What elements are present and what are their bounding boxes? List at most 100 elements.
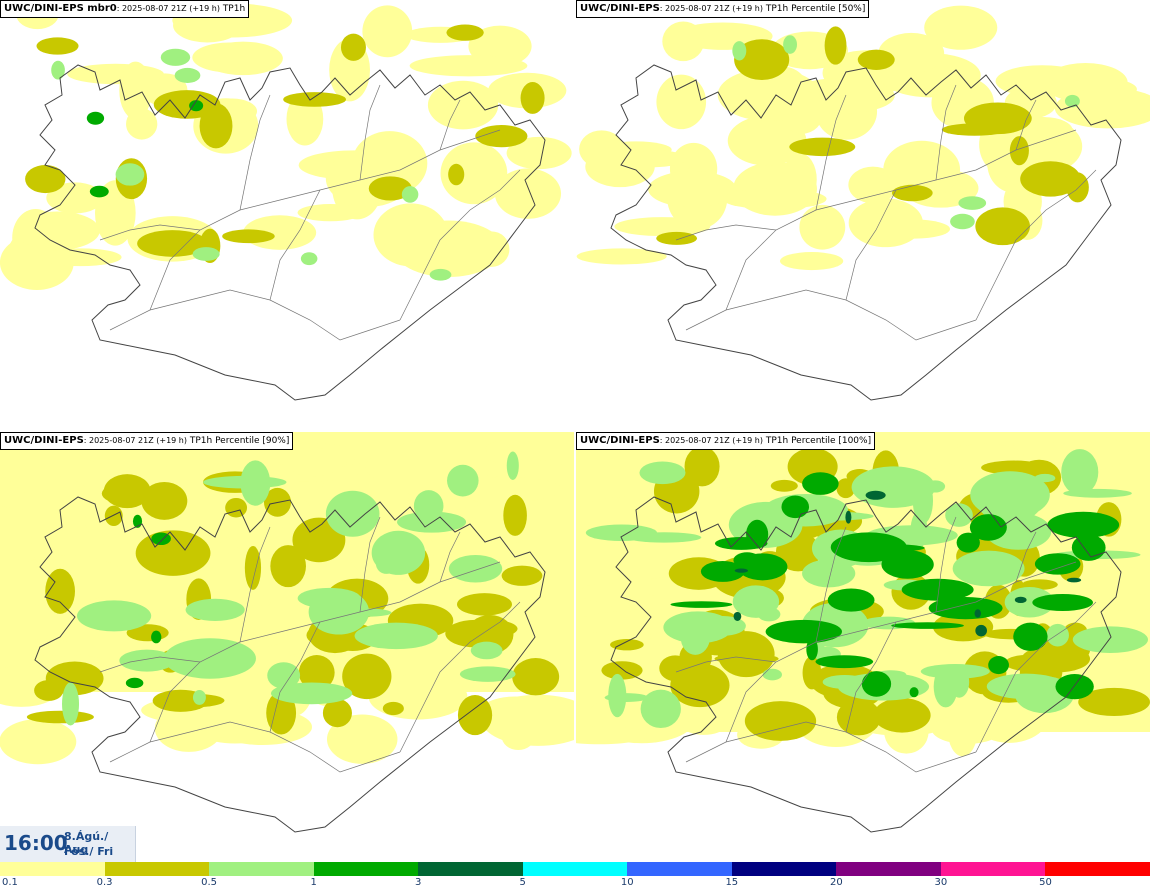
legend-label: 20 — [829, 877, 843, 888]
road-line — [815, 526, 847, 643]
precip-area — [1004, 587, 1055, 618]
precip-area — [662, 21, 705, 62]
precip-area — [627, 532, 702, 543]
legend-label: 30 — [934, 877, 948, 888]
precip-area — [308, 589, 370, 635]
road-line — [935, 516, 957, 613]
precip-map — [0, 0, 572, 401]
precip-area — [292, 517, 346, 563]
precip-area — [924, 5, 998, 50]
precip-area — [744, 701, 817, 741]
precip-area — [475, 124, 528, 148]
road-line — [1015, 99, 1037, 151]
precip-area — [115, 163, 145, 186]
precip-area — [974, 609, 981, 618]
valid-weekday: Fös./ Fri — [64, 845, 114, 858]
coastline — [34, 64, 546, 401]
map-panel-p100: UWC/DINI-EPS: 2025-08-07 21Z (+19 h) TP1… — [576, 432, 1150, 862]
legend-swatch — [522, 862, 628, 876]
precip-area — [354, 622, 438, 650]
precip-area — [656, 231, 698, 245]
precip-area — [852, 544, 925, 552]
precip-area — [576, 726, 648, 745]
legend-label: 15 — [725, 877, 739, 888]
precip-area — [714, 536, 768, 550]
precip-area — [608, 673, 627, 718]
precip-area — [429, 268, 452, 281]
precip-area — [670, 601, 733, 608]
coastline — [610, 496, 1122, 833]
legend-label: 5 — [519, 877, 526, 888]
precip-area — [46, 182, 104, 214]
precip-area — [945, 503, 973, 527]
precip-area — [137, 230, 208, 257]
precip-area — [340, 33, 366, 61]
color-legend: 0.1 0.3 0.5 1 3 5 10 15 20 30 50 — [0, 862, 1150, 891]
precip-area — [512, 658, 560, 696]
precip-area — [501, 565, 543, 586]
precip-area — [135, 530, 211, 576]
precip-area — [883, 140, 961, 199]
precip-area — [958, 196, 987, 210]
precip-area — [1088, 593, 1150, 611]
precip-area — [873, 697, 931, 733]
legend-swatch — [418, 862, 524, 876]
precip-area — [878, 32, 945, 74]
precip-map — [576, 5, 1150, 401]
precip-area — [459, 666, 516, 682]
legend-label: 10 — [620, 877, 634, 888]
precip-area — [1032, 594, 1093, 612]
precip-area — [977, 479, 1043, 523]
precip-area — [781, 495, 810, 519]
precip-area — [851, 466, 936, 508]
precip-area — [891, 622, 964, 629]
road-line — [399, 169, 521, 321]
legend-label: 0.3 — [96, 877, 113, 888]
legend-label: 50 — [1039, 877, 1052, 888]
precip-area — [950, 213, 975, 230]
precip-area — [802, 656, 822, 690]
precip-area — [648, 171, 737, 208]
precip-area — [824, 26, 847, 65]
precip-area — [963, 102, 1032, 135]
precip-area — [1078, 687, 1150, 717]
precip-area — [470, 641, 503, 660]
road-line — [399, 601, 521, 753]
precip-area — [203, 41, 283, 76]
precip-area — [300, 252, 318, 266]
precip-area — [270, 545, 306, 588]
precip-area — [154, 704, 223, 752]
precip-area — [901, 578, 974, 601]
precip-area — [845, 510, 852, 524]
precip-area — [298, 655, 335, 691]
precip-area — [881, 550, 934, 579]
precip-area — [174, 67, 201, 83]
precip-area — [104, 505, 123, 527]
precip-area — [192, 247, 220, 261]
precip-area — [986, 673, 1065, 700]
road-line — [935, 84, 957, 181]
precip-area — [949, 666, 970, 698]
road-line — [269, 189, 321, 301]
precip-area — [192, 689, 206, 705]
precip-area — [325, 490, 380, 537]
precip-area — [401, 186, 419, 203]
precip-area — [1071, 534, 1106, 561]
legend-swatch — [1045, 862, 1150, 876]
road-line — [359, 84, 381, 181]
precip-area — [1013, 622, 1048, 651]
precip-area — [727, 115, 807, 166]
precip-area — [119, 61, 152, 120]
precip-area — [815, 655, 874, 669]
precip-area — [373, 203, 449, 267]
precip-area — [952, 550, 1025, 587]
road-line — [975, 169, 1097, 321]
precip-area — [26, 638, 72, 657]
road-line — [845, 189, 897, 301]
precip-area — [783, 35, 798, 54]
legend-swatch — [0, 862, 106, 876]
precip-area — [446, 24, 484, 41]
precip-area — [734, 39, 790, 81]
precip-map — [576, 432, 1150, 833]
precip-area — [1062, 675, 1083, 684]
